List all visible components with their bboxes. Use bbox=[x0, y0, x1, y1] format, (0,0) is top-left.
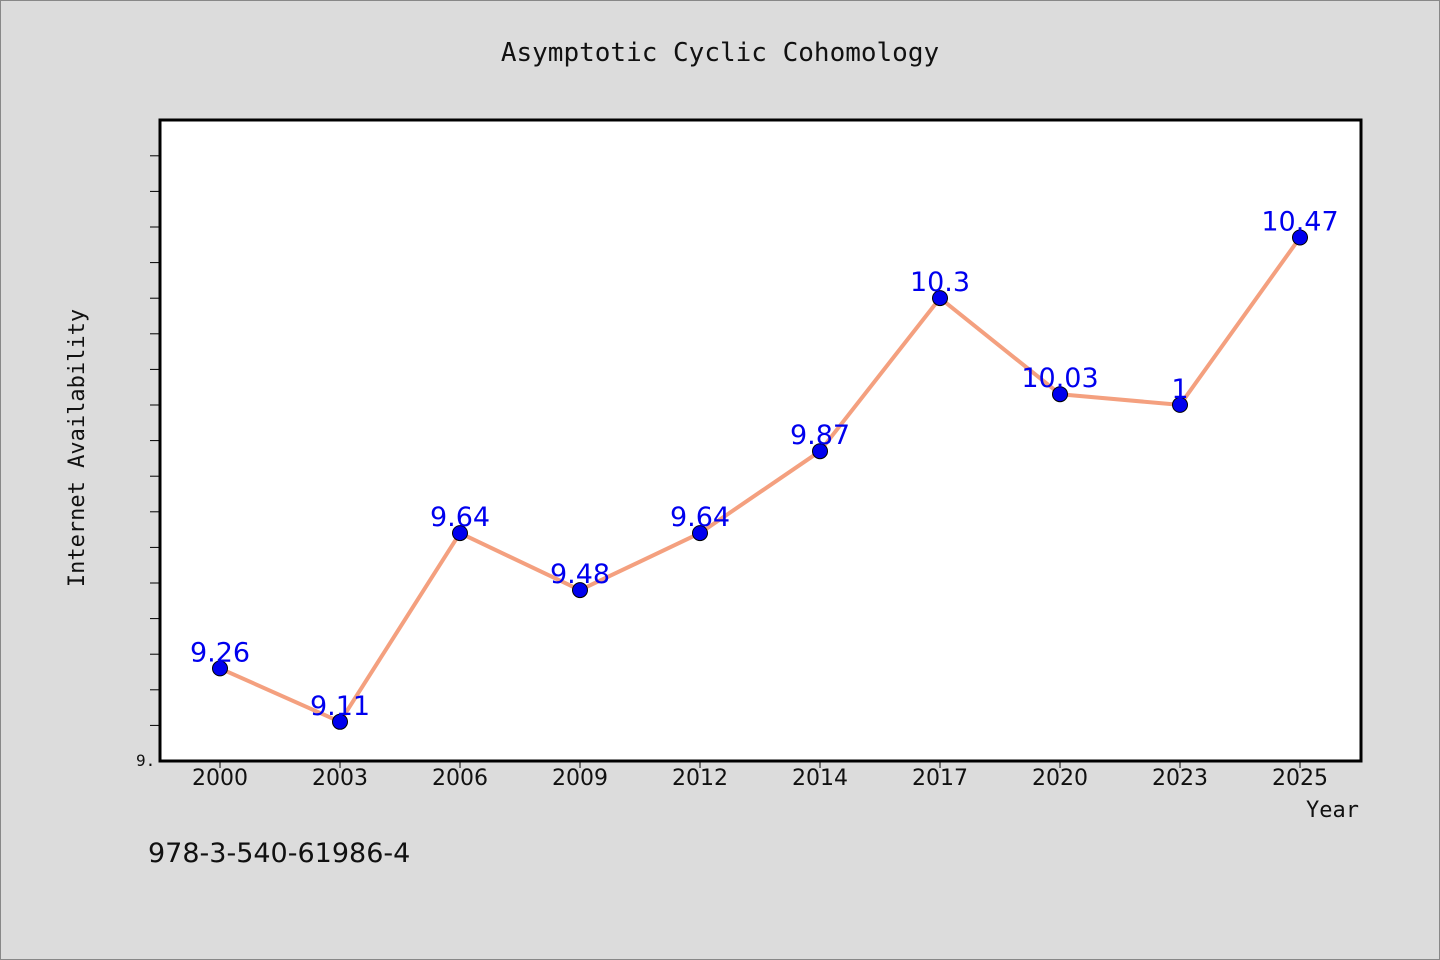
data-point bbox=[332, 713, 348, 730]
chart-title: Asymptotic Cyclic Cohomology bbox=[501, 38, 939, 68]
x-tick-label: 2025 bbox=[1272, 766, 1328, 791]
series-line bbox=[219, 236, 1302, 724]
data-label: 9.64 bbox=[670, 502, 730, 533]
x-tick-label: 2023 bbox=[1152, 766, 1208, 791]
data-point bbox=[452, 525, 468, 542]
data-point bbox=[812, 443, 828, 460]
data-label: 10.03 bbox=[1021, 363, 1098, 394]
data-label: 9.64 bbox=[430, 502, 490, 533]
x-tick-label: 2012 bbox=[672, 766, 728, 791]
series-layer: 9.26 9.11 9.64 9.48 9.64 9.87 10.3 10.03 1 10.47 bbox=[190, 207, 1339, 730]
x-tick-label: 2003 bbox=[312, 766, 368, 791]
data-point bbox=[212, 660, 228, 677]
x-tick-label: 2009 bbox=[552, 766, 608, 791]
x-tick-label: 2020 bbox=[1032, 766, 1088, 791]
x-axis: 2000 2003 2006 2009 2012 2014 2017 2020 2023 2025 bbox=[192, 761, 1328, 791]
data-label: 10.3 bbox=[910, 267, 970, 298]
data-label: 1 bbox=[1171, 374, 1188, 405]
data-label: 10.47 bbox=[1261, 207, 1338, 238]
y-axis-ticks bbox=[150, 155, 160, 726]
y-axis-label: Internet Availability bbox=[65, 309, 90, 587]
x-tick-label: 2006 bbox=[432, 766, 488, 791]
x-tick-label: 2014 bbox=[792, 766, 848, 791]
footer-code: 978-3-540-61986-4 bbox=[148, 838, 410, 869]
data-point bbox=[1052, 386, 1068, 403]
data-label: 9.87 bbox=[790, 420, 850, 451]
x-tick-label: 2000 bbox=[192, 766, 248, 791]
data-point bbox=[692, 525, 708, 542]
x-axis-label: Year bbox=[1306, 798, 1359, 823]
plot-area bbox=[158, 118, 1363, 763]
data-label: 9.11 bbox=[310, 691, 370, 722]
data-point bbox=[1172, 396, 1188, 413]
data-point bbox=[1292, 229, 1308, 246]
y-tick-label: 9. bbox=[136, 751, 155, 770]
x-tick-label: 2017 bbox=[912, 766, 968, 791]
data-label: 9.26 bbox=[190, 637, 250, 668]
data-point bbox=[572, 582, 588, 599]
data-point bbox=[932, 290, 948, 307]
data-label: 9.48 bbox=[550, 559, 610, 590]
